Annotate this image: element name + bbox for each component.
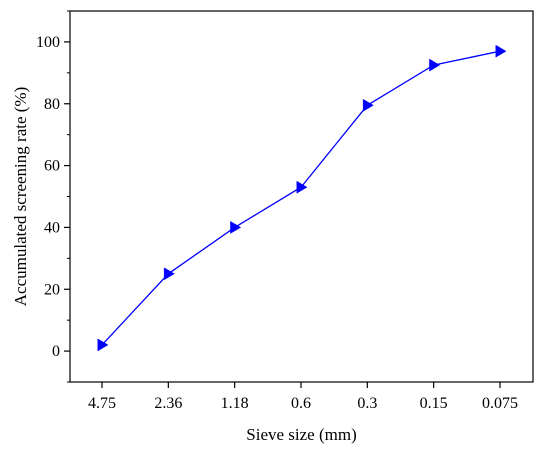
x-tick-label: 4.75 — [88, 395, 116, 412]
y-tick-label: 80 — [44, 96, 60, 113]
x-tick-label: 0.6 — [291, 395, 311, 412]
y-tick-label: 20 — [44, 281, 60, 298]
x-tick-label: 1.18 — [221, 395, 249, 412]
y-tick-label: 60 — [44, 158, 60, 175]
x-axis-label: Sieve size (mm) — [246, 425, 356, 444]
data-point-marker — [230, 220, 242, 234]
data-point-marker — [362, 98, 374, 112]
series-markers — [97, 44, 507, 352]
plot-frame — [69, 10, 534, 383]
series-polyline — [101, 50, 501, 346]
y-axis-label: Accumulated screening rate (%) — [11, 87, 30, 306]
y-tick-label: 0 — [52, 343, 60, 360]
data-point-marker — [163, 267, 175, 281]
x-tick-label: 0.075 — [482, 395, 518, 412]
y-tick-label: 40 — [44, 219, 60, 236]
x-tick-label: 2.36 — [154, 395, 182, 412]
data-point-marker — [495, 44, 507, 58]
series-line — [101, 50, 501, 346]
y-tick-label: 100 — [36, 34, 60, 51]
x-axis-ticks: 4.75 2.36 1.18 0.6 0.3 0.15 0.075 — [88, 382, 518, 412]
axes-frame — [69, 10, 534, 383]
y-axis-ticks: 0 20 40 60 80 100 — [36, 10, 70, 383]
data-point-marker — [429, 58, 441, 72]
data-point-marker — [296, 180, 308, 194]
x-tick-label: 0.3 — [357, 395, 377, 412]
data-point-marker — [97, 338, 109, 352]
x-tick-label: 0.15 — [420, 395, 448, 412]
